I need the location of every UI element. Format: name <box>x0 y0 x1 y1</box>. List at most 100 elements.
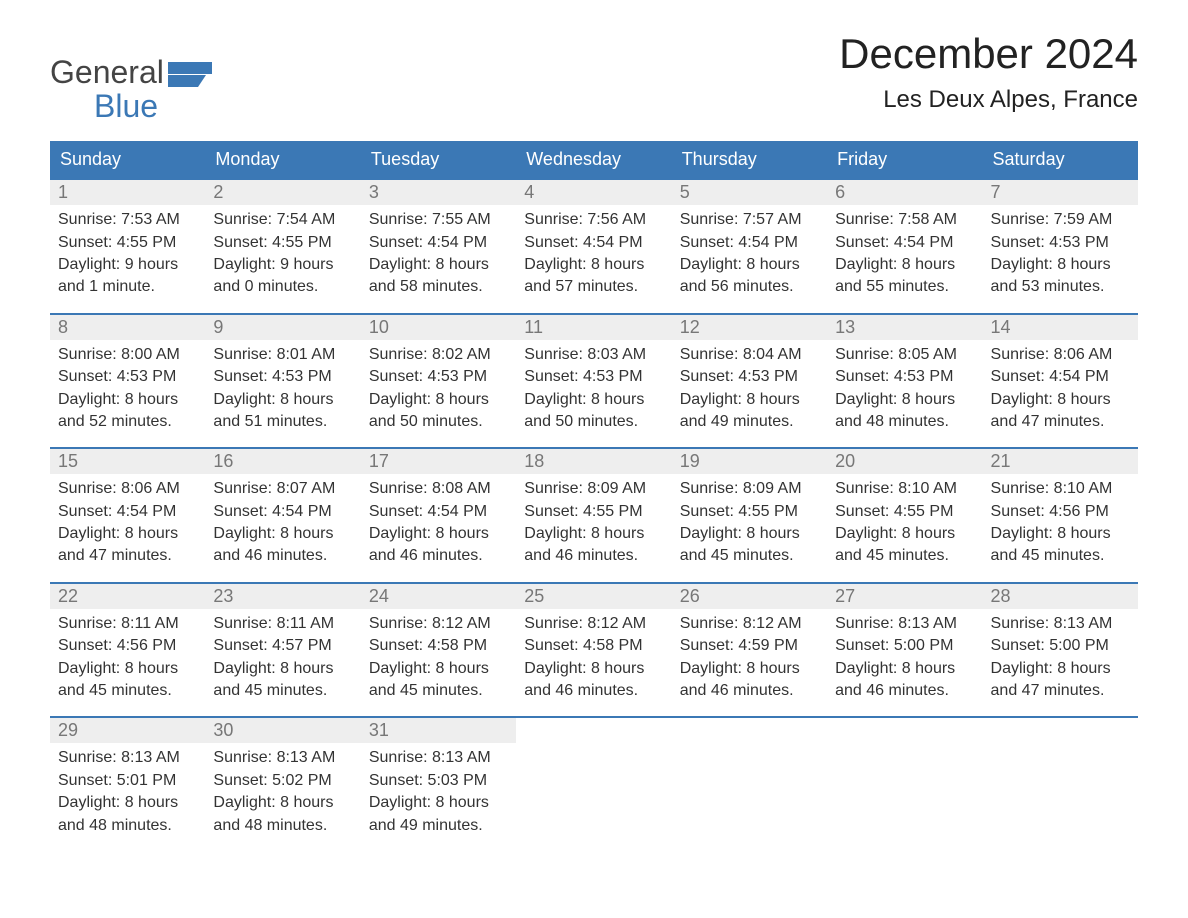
day-body: Sunrise: 8:03 AMSunset: 4:53 PMDaylight:… <box>516 340 671 434</box>
calendar-day: 21Sunrise: 8:10 AMSunset: 4:56 PMDayligh… <box>983 449 1138 568</box>
day-sunset: Sunset: 5:02 PM <box>213 770 352 792</box>
day-number: 6 <box>827 180 982 205</box>
day-sunset: Sunset: 4:54 PM <box>369 232 508 254</box>
day-d2: and 46 minutes. <box>369 545 508 567</box>
calendar-day: 30Sunrise: 8:13 AMSunset: 5:02 PMDayligh… <box>205 718 360 837</box>
logo-flag-icon <box>168 62 212 88</box>
day-number: 21 <box>983 449 1138 474</box>
day-sunset: Sunset: 4:53 PM <box>213 366 352 388</box>
day-d2: and 0 minutes. <box>213 276 352 298</box>
calendar-day: 28Sunrise: 8:13 AMSunset: 5:00 PMDayligh… <box>983 584 1138 703</box>
day-sunrise: Sunrise: 8:09 AM <box>680 478 819 500</box>
day-d2: and 46 minutes. <box>524 545 663 567</box>
calendar-day: 13Sunrise: 8:05 AMSunset: 4:53 PMDayligh… <box>827 315 982 434</box>
day-number: 23 <box>205 584 360 609</box>
day-d1: Daylight: 8 hours <box>835 658 974 680</box>
calendar-day: 5Sunrise: 7:57 AMSunset: 4:54 PMDaylight… <box>672 180 827 299</box>
day-d1: Daylight: 8 hours <box>835 523 974 545</box>
calendar-week: 22Sunrise: 8:11 AMSunset: 4:56 PMDayligh… <box>50 582 1138 703</box>
day-d1: Daylight: 8 hours <box>58 523 197 545</box>
calendar-day: 4Sunrise: 7:56 AMSunset: 4:54 PMDaylight… <box>516 180 671 299</box>
day-d1: Daylight: 8 hours <box>213 389 352 411</box>
day-sunset: Sunset: 4:53 PM <box>680 366 819 388</box>
day-sunset: Sunset: 4:54 PM <box>369 501 508 523</box>
day-sunset: Sunset: 4:59 PM <box>680 635 819 657</box>
day-d1: Daylight: 8 hours <box>213 792 352 814</box>
calendar-day: 1Sunrise: 7:53 AMSunset: 4:55 PMDaylight… <box>50 180 205 299</box>
day-d2: and 45 minutes. <box>835 545 974 567</box>
day-sunset: Sunset: 4:55 PM <box>524 501 663 523</box>
calendar-week: 1Sunrise: 7:53 AMSunset: 4:55 PMDaylight… <box>50 178 1138 299</box>
day-sunset: Sunset: 4:55 PM <box>58 232 197 254</box>
day-body: Sunrise: 8:09 AMSunset: 4:55 PMDaylight:… <box>516 474 671 568</box>
day-number: 20 <box>827 449 982 474</box>
logo-line2: Blue <box>94 90 164 124</box>
day-d2: and 45 minutes. <box>369 680 508 702</box>
day-number: 13 <box>827 315 982 340</box>
calendar-day: 14Sunrise: 8:06 AMSunset: 4:54 PMDayligh… <box>983 315 1138 434</box>
day-number: 28 <box>983 584 1138 609</box>
day-sunrise: Sunrise: 8:13 AM <box>835 613 974 635</box>
day-d2: and 46 minutes. <box>680 680 819 702</box>
day-number: 17 <box>361 449 516 474</box>
calendar-day: 12Sunrise: 8:04 AMSunset: 4:53 PMDayligh… <box>672 315 827 434</box>
calendar-day: 22Sunrise: 8:11 AMSunset: 4:56 PMDayligh… <box>50 584 205 703</box>
day-d2: and 45 minutes. <box>58 680 197 702</box>
calendar-day: 7Sunrise: 7:59 AMSunset: 4:53 PMDaylight… <box>983 180 1138 299</box>
calendar-day: 3Sunrise: 7:55 AMSunset: 4:54 PMDaylight… <box>361 180 516 299</box>
day-number: 31 <box>361 718 516 743</box>
day-sunset: Sunset: 4:56 PM <box>58 635 197 657</box>
calendar: Sunday Monday Tuesday Wednesday Thursday… <box>50 141 1138 837</box>
calendar-day: 16Sunrise: 8:07 AMSunset: 4:54 PMDayligh… <box>205 449 360 568</box>
day-sunrise: Sunrise: 8:12 AM <box>524 613 663 635</box>
calendar-day: 9Sunrise: 8:01 AMSunset: 4:53 PMDaylight… <box>205 315 360 434</box>
page-subtitle: Les Deux Alpes, France <box>839 86 1138 114</box>
weekday-header: Friday <box>827 141 982 178</box>
day-sunset: Sunset: 5:03 PM <box>369 770 508 792</box>
day-sunrise: Sunrise: 8:01 AM <box>213 344 352 366</box>
day-body: Sunrise: 8:09 AMSunset: 4:55 PMDaylight:… <box>672 474 827 568</box>
day-d1: Daylight: 8 hours <box>524 389 663 411</box>
day-d1: Daylight: 8 hours <box>524 254 663 276</box>
day-d1: Daylight: 9 hours <box>213 254 352 276</box>
day-d1: Daylight: 8 hours <box>835 389 974 411</box>
day-number: 14 <box>983 315 1138 340</box>
day-body: Sunrise: 8:13 AMSunset: 5:00 PMDaylight:… <box>983 609 1138 703</box>
calendar-day: 25Sunrise: 8:12 AMSunset: 4:58 PMDayligh… <box>516 584 671 703</box>
day-d2: and 49 minutes. <box>680 411 819 433</box>
day-sunset: Sunset: 4:53 PM <box>58 366 197 388</box>
day-d2: and 50 minutes. <box>524 411 663 433</box>
day-d2: and 52 minutes. <box>58 411 197 433</box>
day-body: Sunrise: 8:11 AMSunset: 4:57 PMDaylight:… <box>205 609 360 703</box>
day-number: 4 <box>516 180 671 205</box>
day-d1: Daylight: 8 hours <box>524 523 663 545</box>
day-number: 1 <box>50 180 205 205</box>
calendar-day: 23Sunrise: 8:11 AMSunset: 4:57 PMDayligh… <box>205 584 360 703</box>
day-sunrise: Sunrise: 8:05 AM <box>835 344 974 366</box>
day-sunset: Sunset: 4:53 PM <box>369 366 508 388</box>
day-body: Sunrise: 8:07 AMSunset: 4:54 PMDaylight:… <box>205 474 360 568</box>
day-sunset: Sunset: 5:01 PM <box>58 770 197 792</box>
day-sunset: Sunset: 4:54 PM <box>991 366 1130 388</box>
weekday-header: Saturday <box>983 141 1138 178</box>
day-d2: and 48 minutes. <box>58 815 197 837</box>
day-sunset: Sunset: 4:53 PM <box>991 232 1130 254</box>
calendar-day <box>516 718 671 837</box>
calendar-day: 19Sunrise: 8:09 AMSunset: 4:55 PMDayligh… <box>672 449 827 568</box>
header: General Blue December 2024 Les Deux Alpe… <box>50 30 1138 123</box>
day-d1: Daylight: 8 hours <box>991 658 1130 680</box>
day-body: Sunrise: 7:55 AMSunset: 4:54 PMDaylight:… <box>361 205 516 299</box>
day-number: 10 <box>361 315 516 340</box>
calendar-day: 31Sunrise: 8:13 AMSunset: 5:03 PMDayligh… <box>361 718 516 837</box>
day-d2: and 56 minutes. <box>680 276 819 298</box>
day-d1: Daylight: 8 hours <box>680 389 819 411</box>
day-sunrise: Sunrise: 8:13 AM <box>369 747 508 769</box>
calendar-day: 29Sunrise: 8:13 AMSunset: 5:01 PMDayligh… <box>50 718 205 837</box>
day-sunset: Sunset: 4:55 PM <box>835 501 974 523</box>
day-body: Sunrise: 7:58 AMSunset: 4:54 PMDaylight:… <box>827 205 982 299</box>
day-body: Sunrise: 8:08 AMSunset: 4:54 PMDaylight:… <box>361 474 516 568</box>
day-sunrise: Sunrise: 8:07 AM <box>213 478 352 500</box>
day-d2: and 50 minutes. <box>369 411 508 433</box>
day-d1: Daylight: 8 hours <box>213 658 352 680</box>
day-d2: and 57 minutes. <box>524 276 663 298</box>
